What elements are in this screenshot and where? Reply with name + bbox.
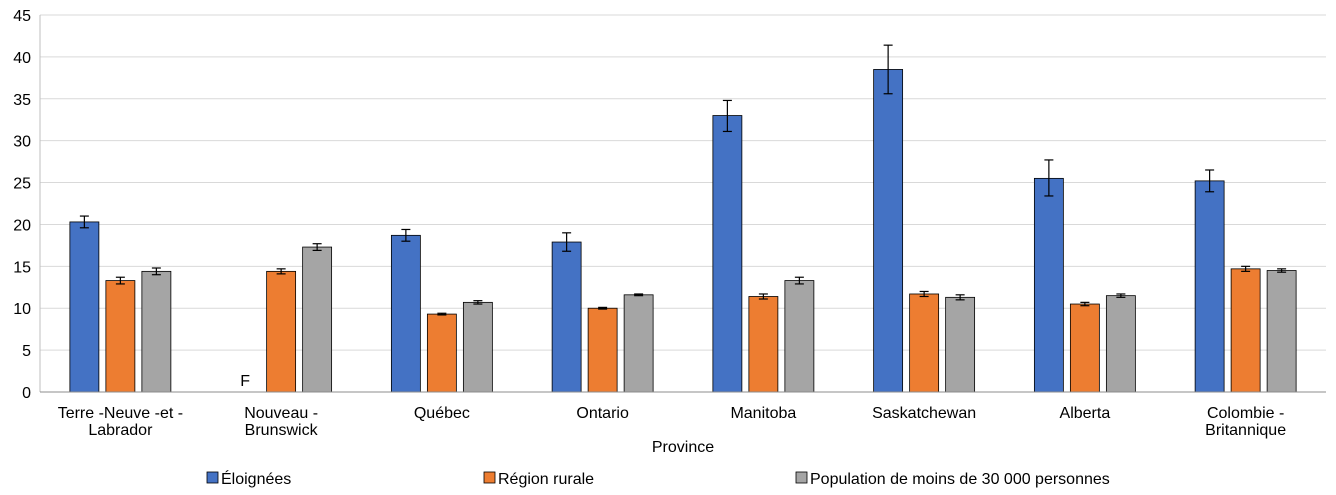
x-tick-label: Ontario <box>576 405 629 422</box>
legend-swatch <box>206 471 219 484</box>
bar <box>1266 270 1297 393</box>
bar <box>69 221 100 393</box>
bar <box>1194 180 1225 393</box>
y-tick-label: 40 <box>13 50 31 67</box>
legend: Éloignées Région rurale Population de moin… <box>206 469 1110 488</box>
x-axis-title: Province <box>652 439 714 456</box>
gridlines <box>40 14 1326 351</box>
bar <box>748 296 779 393</box>
y-tick-label: 10 <box>13 301 31 318</box>
y-tick-label: 15 <box>13 259 31 276</box>
x-tick-label: Britannique <box>1205 422 1286 439</box>
x-tick-label: Nouveau - <box>244 405 318 422</box>
bar <box>462 301 493 393</box>
bar <box>623 294 654 393</box>
bar <box>390 234 421 393</box>
y-tick-label: 20 <box>13 217 31 234</box>
x-tick-label: Québec <box>414 405 470 422</box>
bar <box>266 270 297 393</box>
y-tick-label: 45 <box>13 8 31 25</box>
bar <box>1230 268 1261 393</box>
y-tick-label: 5 <box>22 343 31 360</box>
y-axis: 0 5 10 15 20 25 30 35 40 45 <box>13 8 41 402</box>
legend-swatch <box>483 471 496 484</box>
error-bars <box>79 44 1287 316</box>
y-tick-label: 25 <box>13 176 31 193</box>
x-tick-label: Terre -Neuve -et - <box>58 405 183 422</box>
x-tick-label: Colombie - <box>1207 405 1284 422</box>
legend-label: Région rurale <box>498 471 594 488</box>
bar <box>784 280 815 393</box>
bar <box>1033 177 1064 393</box>
y-tick-label: 35 <box>13 92 31 109</box>
bar <box>1105 295 1136 393</box>
y-tick-label: 0 <box>22 385 31 402</box>
x-axis: Terre -Neuve -et -Labrador Nouveau -Bruns… <box>40 391 1326 439</box>
bar <box>141 270 172 393</box>
bar <box>551 241 582 393</box>
x-tick-label: Saskatchewan <box>872 405 976 422</box>
bar <box>712 115 743 393</box>
bars: F <box>69 69 1297 393</box>
bar <box>302 246 333 393</box>
bar <box>426 313 457 393</box>
legend-label: Éloignées <box>221 469 291 488</box>
bar <box>1069 303 1100 393</box>
bar <box>873 69 904 393</box>
x-tick-label: Alberta <box>1060 405 1111 422</box>
bar <box>909 293 940 393</box>
bar <box>945 296 976 393</box>
y-tick-label: 30 <box>13 134 31 151</box>
x-tick-label: Labrador <box>88 422 153 439</box>
legend-swatch <box>795 471 808 484</box>
legend-label: Population de moins de 30 000 personnes <box>810 471 1110 488</box>
x-tick-label: Brunswick <box>245 422 319 439</box>
x-tick-label: Manitoba <box>730 405 796 422</box>
bar <box>105 280 136 393</box>
data-label: F <box>240 373 250 390</box>
bar <box>587 307 618 393</box>
